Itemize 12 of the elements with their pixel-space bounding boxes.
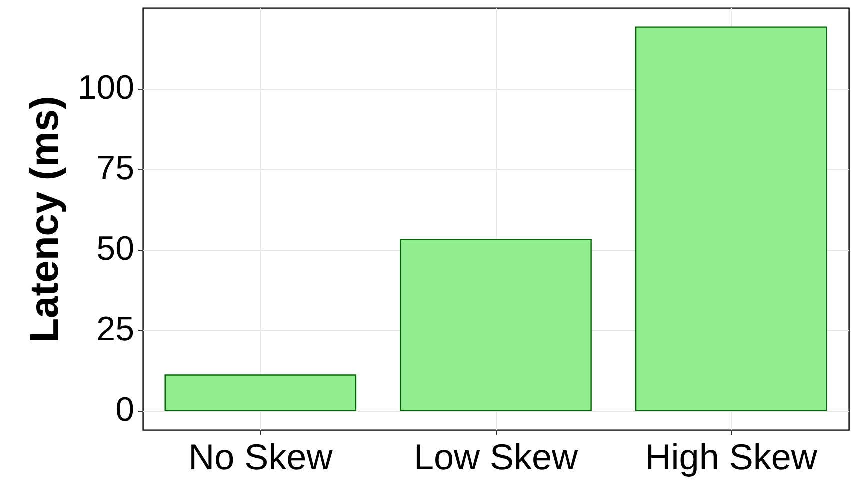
x-tick-label: Low Skew <box>414 436 580 478</box>
x-tick-label: High Skew <box>645 436 818 478</box>
y-tick-label: 75 <box>96 150 134 188</box>
x-tick-label: No Skew <box>188 436 334 478</box>
y-tick-label: 100 <box>78 69 134 108</box>
y-axis-title: Latency (ms) <box>22 96 67 343</box>
bar <box>164 374 357 412</box>
bar <box>400 239 592 412</box>
y-tick-label: 0 <box>116 391 134 430</box>
bar <box>635 26 828 412</box>
y-tick-label: 25 <box>96 310 134 349</box>
y-tick-label: 50 <box>96 230 134 268</box>
